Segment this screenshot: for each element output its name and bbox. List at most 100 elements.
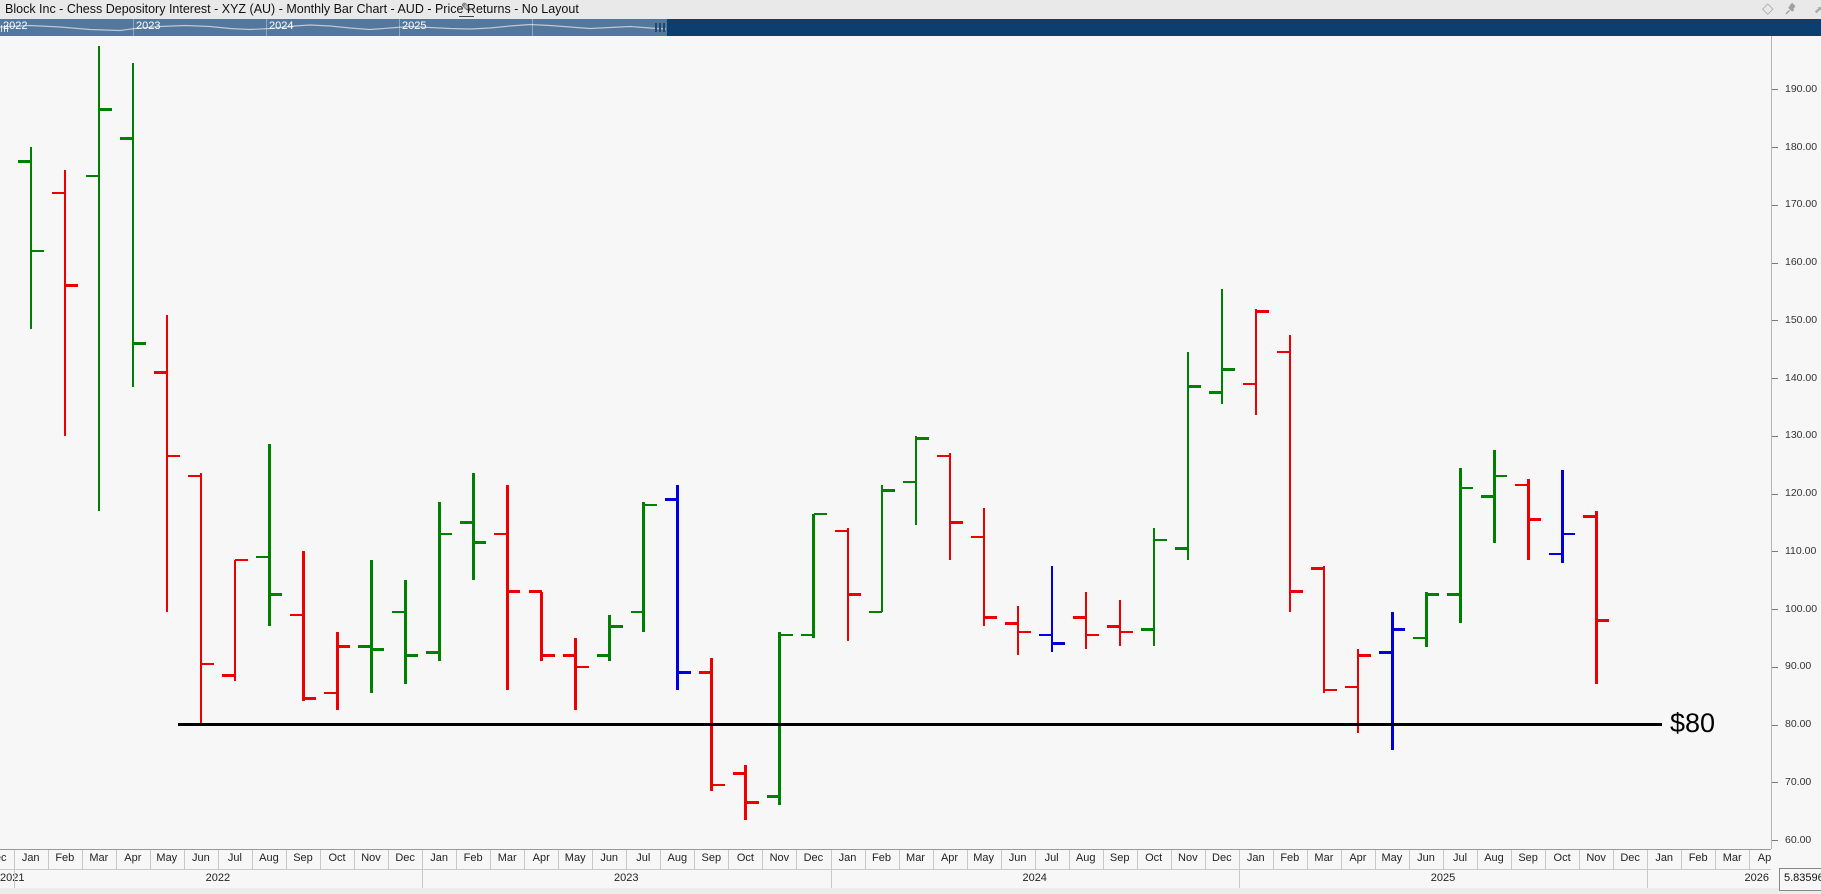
ohlc-bar-jul-2022[interactable] xyxy=(233,559,237,682)
price-axis-label: 110.00 xyxy=(1785,544,1817,557)
ohlc-bar-aug-2023[interactable] xyxy=(676,484,679,690)
year-label-row: 2021 2022 2023 2024 2025 2026 xyxy=(0,869,1771,889)
ohlc-bar-mar-2022[interactable] xyxy=(97,45,101,511)
ohlc-bar-jun-2022[interactable] xyxy=(199,473,203,725)
ohlc-bar-feb-2025[interactable] xyxy=(1288,334,1292,612)
ohlc-bar-oct-2023[interactable] xyxy=(744,764,747,820)
open-tick xyxy=(970,535,984,539)
month-separator xyxy=(728,850,730,869)
navigator-left-handle[interactable] xyxy=(7,25,8,32)
ohlc-bar-jul-2024[interactable] xyxy=(1050,565,1054,653)
ohlc-bar-jun-2025[interactable] xyxy=(1425,591,1428,647)
month-separator xyxy=(1715,850,1717,869)
month-label: Jun xyxy=(192,852,210,864)
close-tick xyxy=(337,645,351,648)
annotation-label-80[interactable]: $80 xyxy=(1670,707,1716,738)
ohlc-bar-jan-2023[interactable] xyxy=(438,502,441,661)
price-plot-area[interactable]: $80 xyxy=(0,36,1771,849)
ohlc-bar-apr-2024[interactable] xyxy=(948,453,952,560)
ohlc-bar-jun-2024[interactable] xyxy=(1016,606,1020,656)
ohlc-bar-mar-2023[interactable] xyxy=(506,484,509,690)
ohlc-bar-jul-2023[interactable] xyxy=(642,502,645,633)
ohlc-bar-aug-2022[interactable] xyxy=(268,444,271,627)
navigator-year-2025: 2025 xyxy=(402,20,427,32)
last-value-box: 5.83596 xyxy=(1779,868,1821,891)
ohlc-bar-dec-2023[interactable] xyxy=(812,513,815,638)
month-label: Sep xyxy=(1518,852,1538,864)
ohlc-bar-feb-2022[interactable] xyxy=(63,170,67,436)
ohlc-bar-mar-2024[interactable] xyxy=(914,435,917,526)
month-separator xyxy=(286,850,287,869)
open-tick xyxy=(1038,633,1052,637)
navigator-left-handle[interactable] xyxy=(4,25,5,32)
year-separator xyxy=(1647,870,1649,889)
ohlc-bar-may-2024[interactable] xyxy=(982,507,986,627)
ohlc-bar-jan-2025[interactable] xyxy=(1254,308,1258,416)
navigator-right-handle[interactable] xyxy=(663,23,665,32)
ohlc-bar-sep-2022[interactable] xyxy=(302,551,305,702)
close-tick xyxy=(541,654,555,657)
close-tick xyxy=(1222,368,1235,371)
close-tick xyxy=(99,108,113,111)
ohlc-bar-jul-2025[interactable] xyxy=(1459,467,1462,624)
ohlc-bar-dec-2024[interactable] xyxy=(1220,288,1224,404)
ohlc-bar-dec-2022[interactable] xyxy=(404,580,407,685)
pushpin-glyph xyxy=(1785,3,1796,15)
close-tick xyxy=(1256,310,1270,313)
clipped-corner-icon[interactable]: ⬈ xyxy=(1814,5,1821,16)
ohlc-bar-aug-2024[interactable] xyxy=(1084,591,1088,650)
range-navigator[interactable]: 2022 2023 2024 2025 xyxy=(0,19,1821,36)
ohlc-bar-oct-2024[interactable] xyxy=(1152,528,1156,647)
ohlc-bar-jan-2024[interactable] xyxy=(846,528,849,641)
ohlc-bar-apr-2022[interactable] xyxy=(131,63,135,387)
ohlc-bar-nov-2022[interactable] xyxy=(370,559,373,693)
navigator-right-handle[interactable] xyxy=(659,23,661,32)
month-label: Dec xyxy=(1212,852,1232,864)
ohlc-bar-oct-2022[interactable] xyxy=(336,632,339,711)
navigator-year-tick xyxy=(399,19,400,36)
pushpin-icon[interactable] xyxy=(1783,2,1798,20)
ohlc-bar-sep-2024[interactable] xyxy=(1118,600,1122,647)
close-tick xyxy=(609,625,623,628)
ohlc-bar-apr-2025[interactable] xyxy=(1356,649,1360,734)
ohlc-bar-jun-2023[interactable] xyxy=(608,614,611,661)
price-axis[interactable]: 190.00 180.00 170.00 160.00 150.00 140.00 130.… xyxy=(1771,36,1821,849)
ohlc-bar-jan-2022[interactable] xyxy=(29,147,33,329)
navigator-unselected-region[interactable] xyxy=(667,19,1821,36)
navigator-preview-wave xyxy=(0,23,667,32)
month-separator xyxy=(1374,850,1376,869)
price-axis-tick xyxy=(1772,609,1778,610)
ohlc-bar-nov-2025[interactable] xyxy=(1595,510,1598,685)
horizontal-annotation-line-80[interactable] xyxy=(178,722,1662,727)
ohlc-bar-nov-2023[interactable] xyxy=(778,632,781,806)
month-cell-feb: Feb xyxy=(865,850,899,869)
ohlc-bar-nov-2024[interactable] xyxy=(1186,352,1190,560)
month-label: Apr xyxy=(532,852,550,864)
ohlc-bar-feb-2024[interactable] xyxy=(880,484,883,612)
month-cell-jun: Jun xyxy=(1001,850,1035,869)
ohlc-bar-apr-2023[interactable] xyxy=(540,591,543,661)
navigator-right-handle[interactable] xyxy=(655,23,657,32)
close-tick xyxy=(371,648,385,651)
year-label-2021: 2021 xyxy=(0,872,25,884)
close-tick xyxy=(405,654,419,657)
ohlc-bar-may-2025[interactable] xyxy=(1391,611,1394,751)
navigator-year-tick xyxy=(532,19,533,36)
diamond-icon[interactable]: ◇ xyxy=(1762,0,1774,17)
close-tick xyxy=(1017,630,1031,634)
ohlc-bar-oct-2025[interactable] xyxy=(1561,470,1564,563)
ohlc-bar-feb-2023[interactable] xyxy=(472,473,475,581)
month-separator xyxy=(490,850,492,869)
navigator-left-handle[interactable] xyxy=(1,25,2,32)
time-axis[interactable]: Dec Jan Feb Mar Apr May Jun Jul Aug Sep Oct Nov Dec J… xyxy=(0,849,1771,889)
ohlc-bar-may-2023[interactable] xyxy=(574,637,577,711)
month-label: Aug xyxy=(1484,852,1504,864)
price-axis-label: 160.00 xyxy=(1785,256,1818,268)
edit-title-pencil-icon[interactable]: ✎ xyxy=(459,0,474,17)
month-label: Jan xyxy=(430,852,448,864)
month-cell-oct: Oct xyxy=(320,850,354,869)
price-axis-tick xyxy=(1772,204,1778,206)
ohlc-bar-mar-2025[interactable] xyxy=(1322,565,1326,693)
month-label: Sep xyxy=(1109,852,1130,864)
ohlc-bar-may-2022[interactable] xyxy=(165,314,169,612)
